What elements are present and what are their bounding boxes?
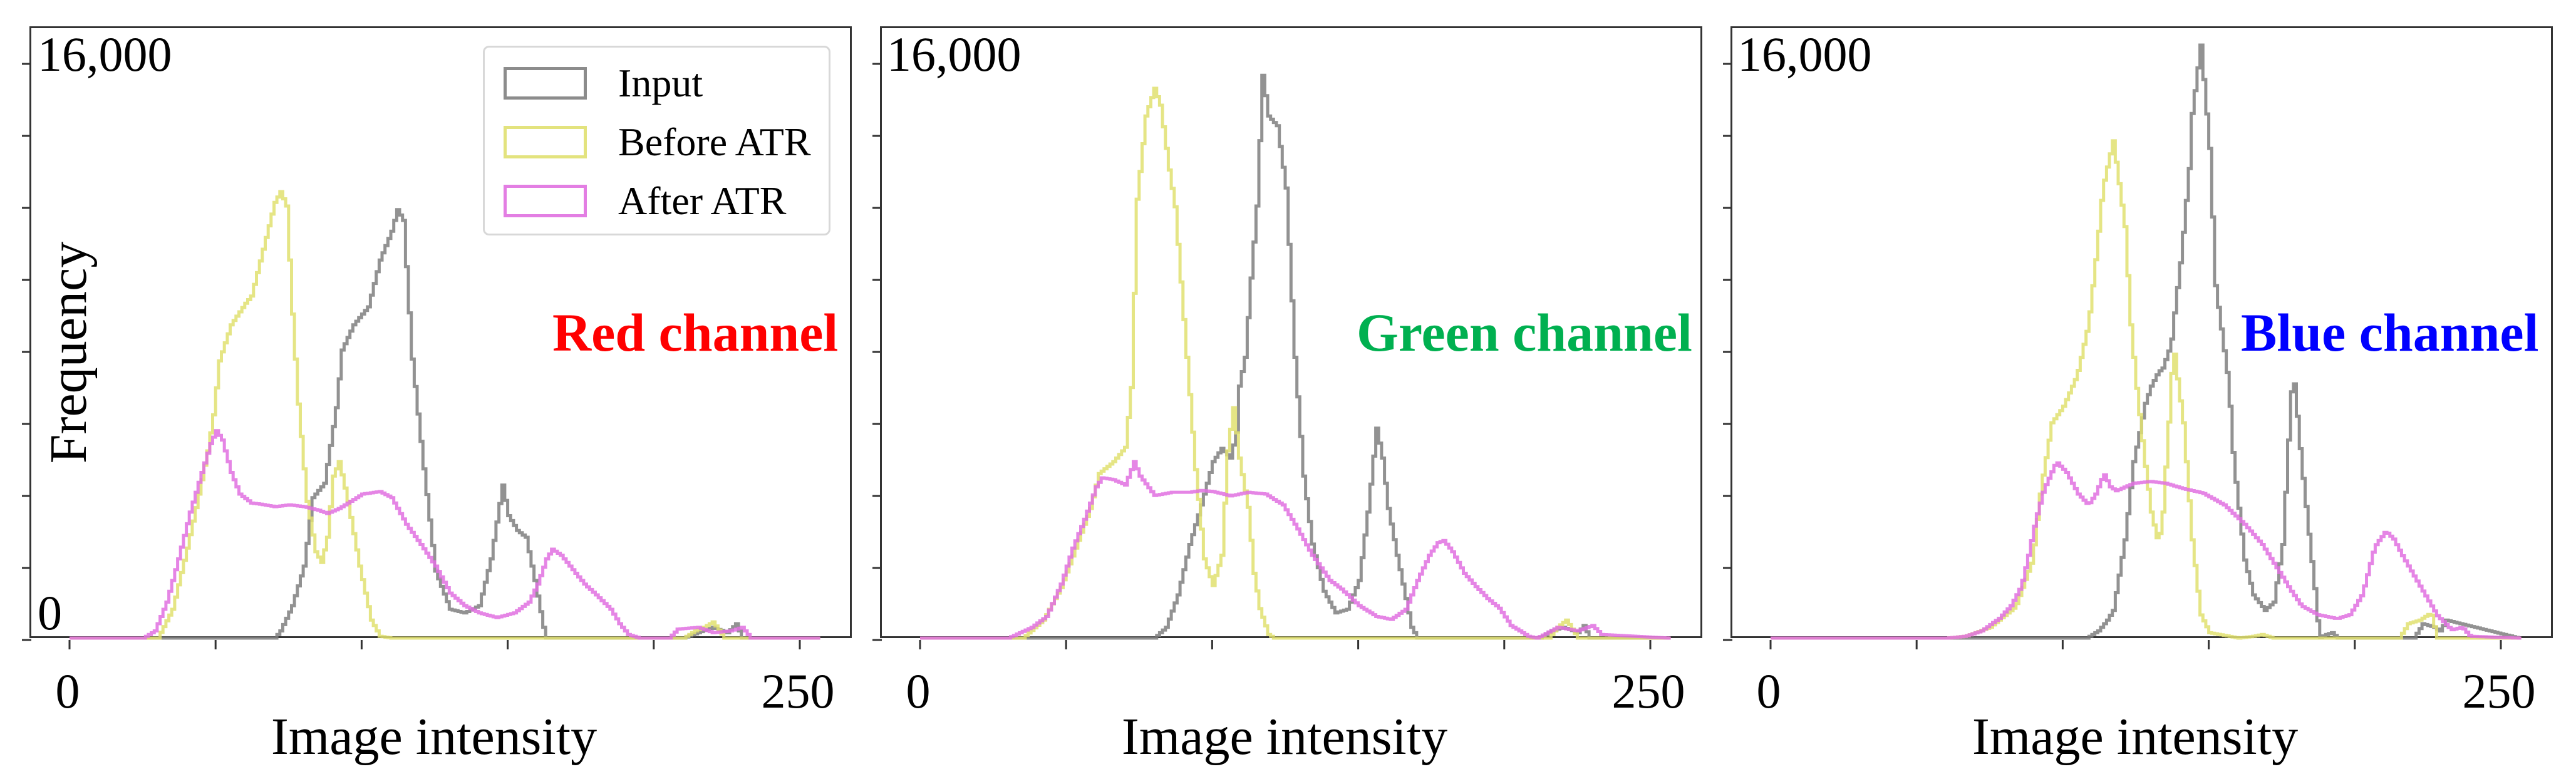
panel-red-channel: 16,000 0 Frequency 0 250 Image intensity…: [0, 0, 852, 779]
ytick-label-top: 16,000: [1737, 27, 1872, 81]
xtick-label-250: 250: [761, 664, 835, 718]
series-after-atr: [920, 460, 1671, 640]
legend-label-after-atr: After ATR: [618, 178, 787, 223]
panel-green-channel: 16,000 0 250 Image intensity Green chann…: [851, 0, 1702, 779]
legend-swatch-before-atr: [504, 126, 587, 158]
plot-svg-blue: [1723, 43, 2522, 649]
legend: Input Before ATR After ATR: [483, 46, 830, 235]
channel-label-red: Red channel: [552, 302, 839, 363]
legend-item-after-atr: After ATR: [504, 179, 786, 223]
xtick-label-250: 250: [2462, 664, 2536, 718]
ytick-label-top: 16,000: [887, 27, 1022, 81]
x-axis-label: Image intensity: [1121, 708, 1448, 766]
x-axis-label: Image intensity: [271, 708, 597, 766]
legend-label-before-atr: Before ATR: [618, 120, 811, 164]
channel-label-blue: Blue channel: [2241, 302, 2539, 363]
y-axis-label: Frequency: [39, 241, 98, 464]
series-before-atr: [70, 190, 820, 640]
xtick-label-0: 0: [1756, 664, 1781, 718]
ytick-label-top: 16,000: [38, 27, 172, 81]
legend-label-input: Input: [618, 61, 703, 105]
plot-svg-red: [22, 63, 820, 649]
channel-label-green: Green channel: [1357, 302, 1692, 363]
panel-blue-channel: 16,000 0 250 Image intensity Blue channe…: [1701, 0, 2553, 779]
legend-item-before-atr: Before ATR: [504, 120, 811, 164]
xtick-label-0: 0: [55, 664, 80, 718]
xtick-label-0: 0: [906, 664, 931, 718]
legend-swatch-after-atr: [504, 185, 587, 217]
plot-area-blue: [1723, 26, 2553, 649]
plot-area-green: [872, 26, 1702, 649]
plot-svg-green: [872, 63, 1671, 649]
ytick-label-zero: 0: [38, 586, 62, 640]
legend-swatch-input: [504, 67, 587, 100]
x-axis-label: Image intensity: [1972, 708, 2299, 766]
series-after-atr: [70, 429, 820, 640]
series-after-atr: [1771, 461, 2522, 640]
legend-item-input: Input: [504, 61, 703, 105]
xtick-label-250: 250: [1611, 664, 1685, 718]
